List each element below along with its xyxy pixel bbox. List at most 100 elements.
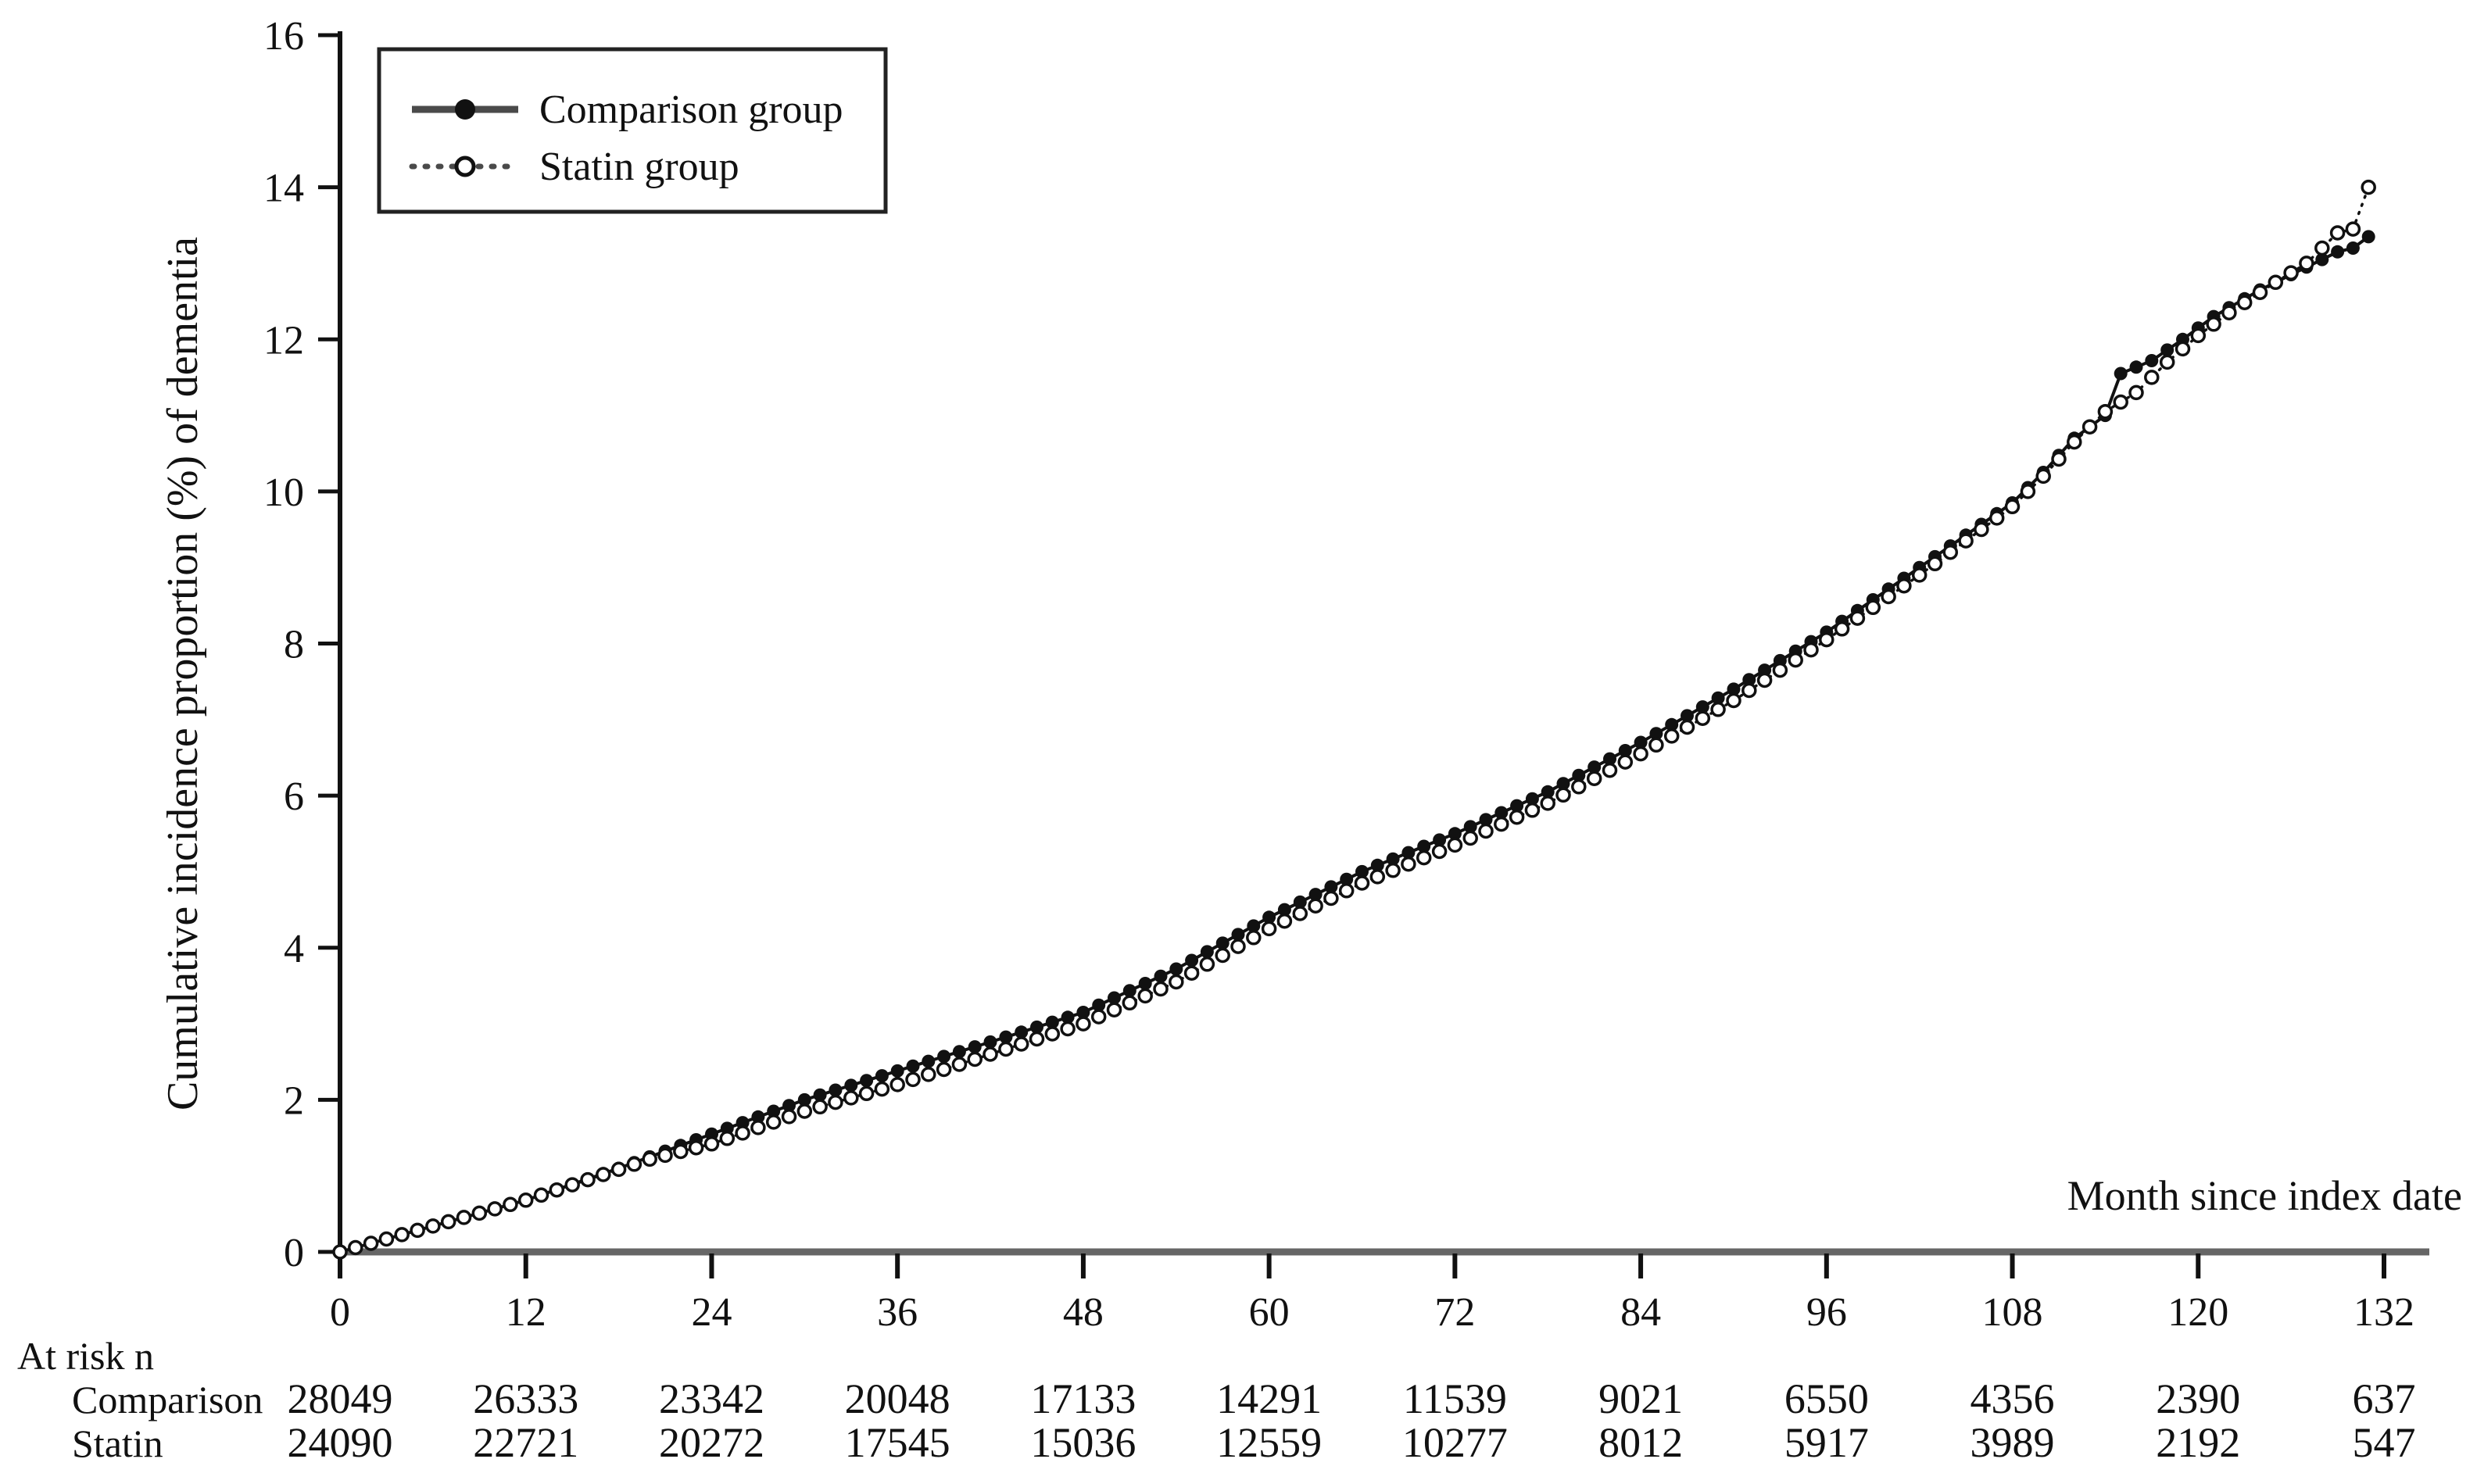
data-point-marker [1772,662,1788,678]
data-point-marker [937,1050,951,1064]
at-risk-value: 28049 [288,1375,393,1422]
data-point-marker [2268,274,2284,291]
data-point-marker [2236,295,2253,310]
data-point-marker [673,1143,689,1160]
data-point-marker [1711,691,1725,705]
data-point-marker [378,1231,395,1247]
comparison-series [333,230,2375,1259]
data-point-marker [1386,852,1400,866]
data-point-marker [1246,930,1262,946]
data-point-marker [905,1071,921,1088]
data-point-marker [503,1196,518,1213]
data-point-marker [2221,305,2237,320]
data-point-marker [951,1057,968,1072]
data-point-marker [1617,754,1634,770]
data-point-marker [564,1177,580,1193]
data-point-marker [1633,746,1648,762]
data-point-marker [1695,710,1711,726]
data-point-marker [2004,499,2021,515]
data-point-marker [874,1081,890,1097]
data-point-marker [860,1074,874,1088]
data-point-marker [1340,872,1354,886]
data-point-marker [1076,1006,1090,1019]
data-point-marker [812,1099,828,1115]
data-point-marker [1293,895,1307,909]
data-point-marker [1494,806,1509,820]
data-point-marker [1974,521,1989,538]
data-point-marker [1494,816,1509,832]
at-risk-value: 20272 [659,1419,764,1466]
data-point-marker [2283,265,2299,281]
data-point-marker [1261,921,1277,937]
data-point-marker [751,1110,765,1124]
data-point-marker [2051,451,2067,467]
data-point-marker [1122,984,1136,998]
data-point-marker [2097,403,2114,420]
at-risk-header: At risk n [17,1334,154,1378]
data-point-marker [828,1094,843,1110]
at-risk-value: 2192 [2156,1419,2240,1466]
data-point-marker [1433,833,1447,847]
data-point-marker [1618,744,1632,757]
x-tick-label: 48 [1063,1290,1104,1335]
data-point-marker [1416,849,1432,866]
data-point-marker [1013,1036,1029,1052]
data-point-marker [1324,880,1338,894]
data-point-marker [642,1151,657,1168]
data-point-marker [2314,240,2330,256]
data-point-marker [626,1157,643,1172]
data-point-marker [425,1218,441,1234]
data-point-marker [858,1085,875,1102]
data-point-marker [921,1067,936,1082]
data-point-marker [533,1187,549,1203]
at-risk-value: 23342 [659,1375,764,1422]
data-point-marker [1153,981,1169,997]
x-tick-label: 84 [1620,1290,1661,1335]
data-point-marker [1663,728,1680,744]
data-point-marker [1555,787,1571,803]
data-point-marker [1308,888,1323,902]
data-point-marker [1200,945,1214,959]
data-point-marker [363,1235,379,1251]
data-point-marker [2128,384,2144,401]
data-point-marker [1029,1031,1045,1047]
data-point-marker [922,1054,936,1068]
data-point-marker [1154,969,1168,983]
data-point-marker [580,1171,596,1188]
legend-box [377,47,888,214]
data-point-marker [968,1040,982,1054]
data-point-marker [688,1139,704,1156]
data-point-marker [1106,1002,1122,1017]
data-point-marker [1230,939,1246,954]
x-tick-label: 108 [1982,1290,2043,1335]
data-point-marker [1541,785,1555,799]
data-point-marker [1679,719,1695,735]
data-point-marker [394,1227,410,1243]
data-point-marker [348,1239,363,1256]
at-risk-value: 10277 [1402,1419,1508,1466]
data-point-marker [1045,1015,1059,1029]
data-point-marker [2067,434,2082,450]
data-point-marker [1927,556,1943,572]
at-risk-value: 12559 [1216,1419,1322,1466]
at-risk-values: 28049 26333 23342 20048 17133 14291 11539 9021 6… [288,1375,2416,1466]
data-point-marker [844,1078,858,1092]
data-point-marker [1169,974,1184,990]
data-point-marker [1030,1020,1043,1034]
data-point-marker [2129,360,2143,374]
y-tick-label: 0 [284,1231,304,1275]
data-point-marker [2144,370,2160,385]
data-point-marker [1571,779,1587,795]
data-point-marker [1369,869,1386,885]
x-tick-label: 24 [691,1290,732,1335]
data-point-marker [1215,936,1230,950]
data-point-marker [1090,1009,1107,1024]
data-point-marker [1370,858,1384,872]
at-risk-value: 17545 [845,1419,950,1466]
data-point-marker [1137,988,1153,1004]
data-point-marker [1308,898,1323,914]
data-point-marker [1401,856,1416,872]
data-point-marker [440,1214,456,1230]
